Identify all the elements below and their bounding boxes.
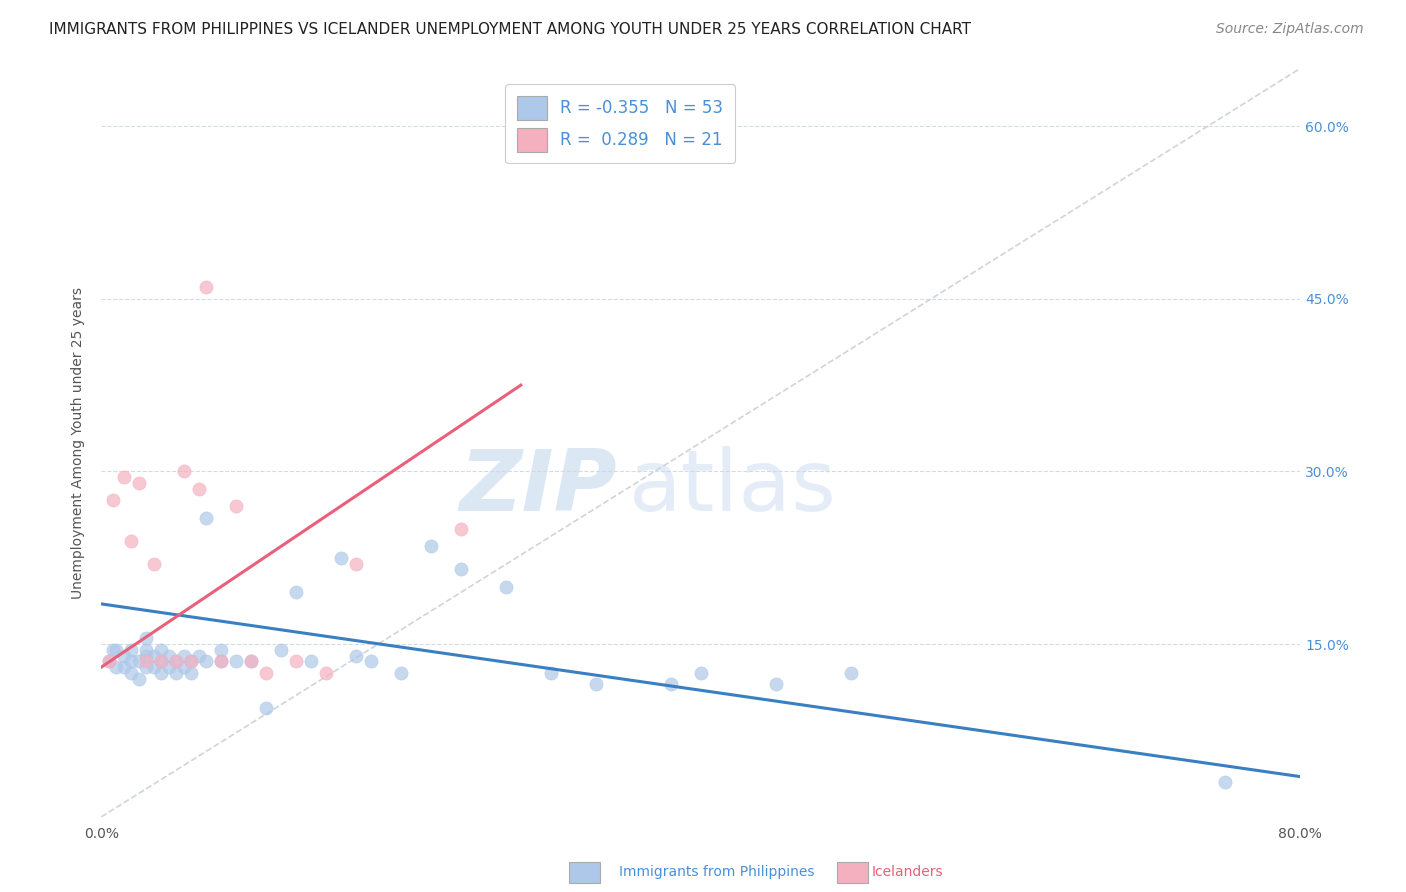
Point (659, 677, 682, 691)
Y-axis label: Unemployment Among Youth under 25 years: Unemployment Among Youth under 25 years (72, 286, 86, 599)
Point (105, 643, 128, 657)
Point (142, 648, 165, 663)
Point (135, 655, 157, 669)
Point (209, 655, 232, 669)
Point (135, 643, 157, 657)
Point (128, 655, 150, 669)
Point (97, 655, 120, 669)
Point (128, 672, 150, 686)
Point (173, 660, 195, 674)
Point (540, 665, 562, 680)
Point (165, 655, 187, 669)
Point (135, 632, 157, 646)
Text: atlas: atlas (628, 446, 837, 529)
Point (187, 648, 209, 663)
Point (187, 482, 209, 496)
Point (142, 660, 165, 674)
Point (585, 677, 607, 691)
Point (180, 665, 202, 680)
Point (142, 557, 165, 571)
Point (128, 475, 150, 490)
Point (103, 493, 125, 508)
Point (195, 655, 218, 669)
Legend: R = -0.355   N = 53, R =  0.289   N = 21: R = -0.355 N = 53, R = 0.289 N = 21 (505, 85, 735, 163)
Point (419, 539, 441, 553)
Point (150, 655, 173, 669)
Point (112, 660, 135, 674)
Point (450, 522, 472, 536)
Point (105, 660, 128, 674)
Point (254, 665, 277, 680)
Point (689, 665, 711, 680)
Point (285, 655, 308, 669)
Point (150, 643, 173, 657)
Point (120, 533, 142, 548)
Point (389, 665, 412, 680)
Point (120, 643, 142, 657)
Point (330, 550, 353, 565)
Point (1213, 775, 1236, 789)
Point (165, 655, 187, 669)
Point (173, 648, 195, 663)
Point (150, 665, 173, 680)
Point (112, 470, 135, 484)
Point (120, 655, 142, 669)
Point (112, 648, 135, 663)
Point (225, 499, 247, 513)
Point (97, 655, 120, 669)
Point (180, 655, 202, 669)
Point (344, 557, 367, 571)
Point (285, 585, 308, 599)
Point (120, 665, 142, 680)
Point (225, 655, 247, 669)
Point (165, 665, 187, 680)
Point (765, 677, 787, 691)
Point (195, 510, 218, 524)
Point (839, 665, 862, 680)
Point (254, 700, 277, 714)
Text: IMMIGRANTS FROM PHILIPPINES VS ICELANDER UNEMPLOYMENT AMONG YOUTH UNDER 25 YEARS: IMMIGRANTS FROM PHILIPPINES VS ICELANDER… (49, 22, 972, 37)
Point (315, 665, 337, 680)
Point (135, 648, 157, 663)
Point (195, 280, 218, 294)
Point (157, 648, 180, 663)
Point (240, 655, 263, 669)
Point (299, 655, 322, 669)
Point (103, 643, 125, 657)
Point (495, 580, 517, 594)
Point (150, 655, 173, 669)
Point (157, 660, 180, 674)
Point (360, 655, 382, 669)
Point (209, 655, 232, 669)
Point (344, 648, 367, 663)
Point (209, 643, 232, 657)
Point (450, 562, 472, 576)
Text: Source: ZipAtlas.com: Source: ZipAtlas.com (1216, 22, 1364, 37)
Text: ZIP: ZIP (460, 446, 617, 529)
Point (270, 643, 292, 657)
Text: Immigrants from Philippines: Immigrants from Philippines (619, 865, 814, 880)
Point (173, 465, 195, 479)
Point (135, 660, 157, 674)
Point (180, 655, 202, 669)
Text: Icelanders: Icelanders (872, 865, 943, 880)
Point (240, 655, 263, 669)
